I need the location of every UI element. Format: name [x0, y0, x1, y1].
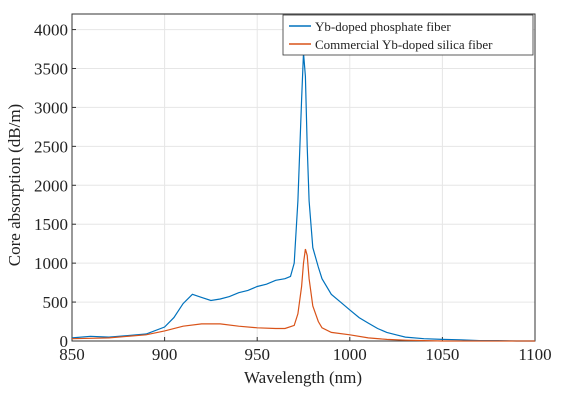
- legend-label: Commercial Yb-doped silica fiber: [315, 37, 493, 52]
- y-tick-label: 1500: [34, 215, 68, 234]
- legend-label: Yb-doped phosphate fiber: [315, 19, 451, 34]
- y-tick-label: 1000: [34, 254, 68, 273]
- x-tick-label: 1000: [333, 345, 367, 364]
- x-axis-label: Wavelength (nm): [244, 368, 362, 387]
- x-tick-label: 1100: [518, 345, 551, 364]
- y-axis-label: Core absorption (dB/m): [5, 104, 24, 266]
- x-tick-label: 900: [152, 345, 178, 364]
- y-tick-label: 3500: [34, 60, 68, 79]
- y-tick-label: 2500: [34, 137, 68, 156]
- y-tick-label: 4000: [34, 21, 68, 40]
- y-tick-label: 0: [60, 332, 69, 351]
- line-series: [71, 52, 535, 342]
- legend: Yb-doped phosphate fiber Commercial Yb-do…: [282, 14, 534, 56]
- line-series: [71, 248, 535, 342]
- y-tick-label: 2000: [34, 176, 68, 195]
- y-tick-label: 3000: [34, 98, 68, 117]
- legend-box: [282, 14, 534, 56]
- x-tick-label: 1050: [425, 345, 459, 364]
- x-tick-label: 950: [244, 345, 270, 364]
- plot-frame: [71, 13, 536, 342]
- y-tick-label: 500: [43, 293, 69, 312]
- x-tick-label: 850: [59, 345, 85, 364]
